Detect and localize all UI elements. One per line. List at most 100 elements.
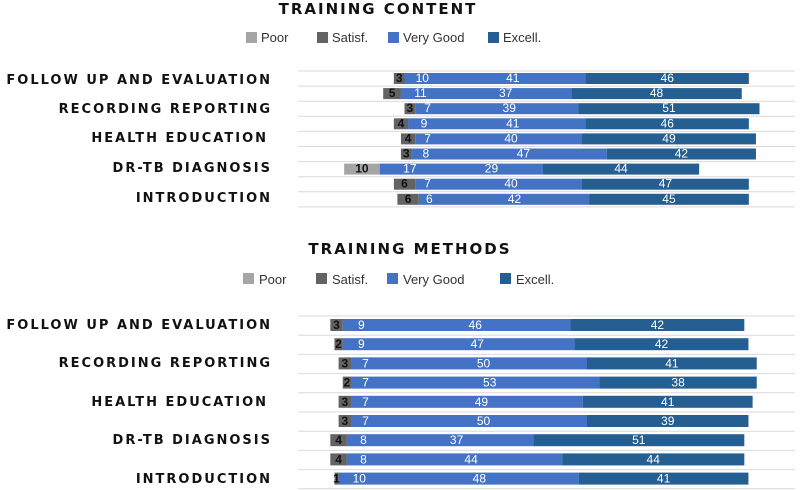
legend-label-very-good: Very Good <box>403 30 464 45</box>
category-label-recording: RECORDING REPORTING <box>59 356 272 371</box>
data-label: 9 <box>358 337 365 351</box>
data-label: 3 <box>406 101 413 115</box>
bar-satisf <box>334 472 339 485</box>
data-label: 8 <box>360 433 367 447</box>
bar-excell-b <box>599 376 757 389</box>
data-label: 37 <box>450 433 464 447</box>
data-label: 39 <box>503 101 517 115</box>
legend-swatch-poor <box>246 32 257 43</box>
bar-row: 73 50 41 <box>338 356 757 370</box>
data-label: 48 <box>650 86 664 100</box>
bar-very-good <box>404 73 440 84</box>
data-label: 9 <box>358 318 365 332</box>
bar-row: 66 42 45 <box>397 192 749 206</box>
data-label: 44 <box>614 162 628 176</box>
bar-poor <box>344 163 380 175</box>
data-label: 40 <box>504 177 518 191</box>
legend: Poor Satisf. Very Good Excell. <box>246 30 541 45</box>
legend-label-satisf: Satisf. <box>332 272 368 287</box>
bar-excell-a <box>440 88 572 100</box>
data-label: 5 <box>389 86 396 100</box>
legend-swatch-excell <box>488 32 499 43</box>
bar-row: 10 1 48 41 <box>333 472 749 486</box>
bar-excell-b <box>587 357 757 370</box>
bar-excell-b <box>606 148 756 160</box>
bar-satisf <box>338 395 352 408</box>
data-label: 47 <box>517 147 531 161</box>
bar-row: 7 6 40 47 <box>393 177 749 191</box>
bar-row: 72 53 38 <box>342 376 757 390</box>
bar-excell-a <box>380 357 587 370</box>
data-label: 45 <box>662 192 676 206</box>
bar-very-good <box>400 88 440 100</box>
bar-satisf <box>400 148 412 160</box>
bar-excell-a <box>440 148 607 160</box>
legend-swatch-very-good <box>387 273 398 284</box>
bar-excell-a <box>380 434 534 447</box>
bar-very-good <box>415 103 440 115</box>
legend-label-very-good: Very Good <box>403 272 464 287</box>
bar-excell-a <box>440 178 582 190</box>
bar-excell-a <box>380 319 571 331</box>
data-label: 53 <box>483 376 497 390</box>
bar-excell-a <box>440 193 590 205</box>
gridlines <box>298 315 795 490</box>
data-label: 3 <box>341 414 348 428</box>
data-label: 7 <box>362 395 369 409</box>
data-label: 42 <box>675 147 689 161</box>
bar-row: 17 10 29 44 <box>344 162 700 176</box>
bar-row: 73 49 41 <box>338 395 753 409</box>
data-label: 50 <box>477 356 491 370</box>
bar-very-good <box>351 415 380 427</box>
training-content-chart: TRAINING CONTENT Poor Satisf. Very Good … <box>6 0 795 208</box>
data-label: 41 <box>657 472 671 486</box>
category-label-introduction: INTRODUCTION <box>136 191 272 206</box>
bar-row: 84 44 44 <box>330 452 745 466</box>
bar-satisf <box>393 178 416 190</box>
bar-excell-a <box>440 133 582 145</box>
bar-satisf <box>404 103 416 115</box>
data-label: 3 <box>403 147 410 161</box>
bar-row: 9 4 41 46 <box>393 116 749 130</box>
legend-swatch-poor <box>243 273 254 284</box>
bar-excell-b <box>574 338 749 351</box>
legend-swatch-excell <box>500 273 511 284</box>
data-label: 41 <box>506 116 520 130</box>
data-label: 48 <box>473 472 487 486</box>
data-label: 51 <box>632 433 646 447</box>
bar-satisf <box>330 434 347 447</box>
data-label: 42 <box>655 337 669 351</box>
bar-satisf <box>393 118 409 130</box>
bar-satisf <box>393 73 405 84</box>
bar-excell-b <box>578 103 760 115</box>
bar-excell-b <box>578 472 749 485</box>
bar-excell-b <box>582 395 753 408</box>
bar-very-good <box>346 434 380 447</box>
bar-satisf <box>338 357 352 370</box>
bar-excell-b <box>571 88 742 100</box>
data-label: 3 <box>396 71 403 85</box>
bar-excell-b <box>585 118 749 130</box>
bar-row: 74 40 49 <box>400 131 756 145</box>
data-label: 7 <box>424 131 431 145</box>
data-label: 46 <box>661 116 675 130</box>
data-label: 47 <box>471 337 485 351</box>
bar-very-good <box>411 148 440 160</box>
data-label: 6 <box>426 192 433 206</box>
legend-label-poor: Poor <box>259 272 287 287</box>
bar-excell-b <box>533 434 745 447</box>
bar-very-good <box>342 319 380 331</box>
bar-satisf <box>330 319 343 331</box>
data-label: 10 <box>416 71 430 85</box>
category-label-introduction: INTRODUCTION <box>136 472 272 487</box>
data-label: 8 <box>422 147 429 161</box>
data-label: 51 <box>662 101 676 115</box>
bar-excell-b <box>589 193 749 205</box>
bar-very-good <box>338 472 380 485</box>
data-label: 6 <box>405 192 412 206</box>
data-label: 4 <box>335 452 342 466</box>
data-label: 42 <box>508 192 522 206</box>
data-label: 7 <box>362 414 369 428</box>
bar-excell-a <box>440 103 579 115</box>
